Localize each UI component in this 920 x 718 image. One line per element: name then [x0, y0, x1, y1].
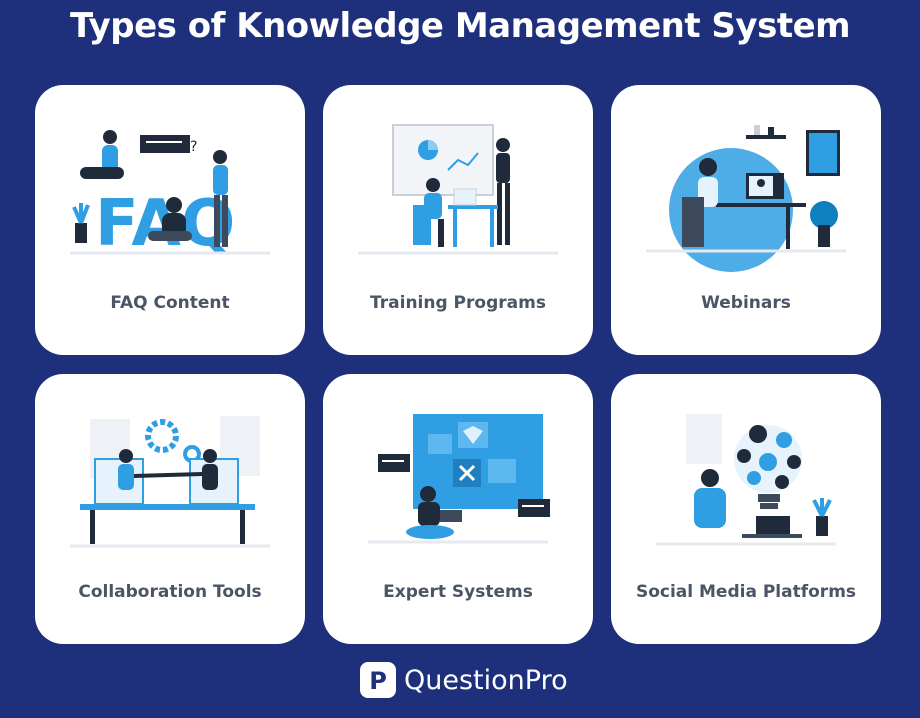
svg-text:P: P — [369, 667, 387, 695]
card-faq-content: FAQ ? FAQ Content — [35, 85, 305, 355]
card-social-media-platforms: Social Media Platforms — [611, 374, 881, 644]
social-media-illustration — [656, 414, 836, 546]
card-collaboration-tools: Collaboration Tools — [35, 374, 305, 644]
webinar-illustration — [646, 125, 846, 272]
footer-brand: P QuestionPro — [360, 660, 568, 700]
questionpro-logo: P — [360, 662, 396, 698]
card-label: FAQ Content — [110, 293, 230, 313]
collaboration-illustration — [70, 416, 270, 548]
card-label: Expert Systems — [383, 582, 533, 602]
card-label: Training Programs — [370, 293, 546, 313]
card-webinars: Webinars — [611, 85, 881, 355]
page-title: Types of Knowledge Management System — [69, 6, 851, 46]
card-label: Webinars — [701, 293, 791, 313]
card-label: Collaboration Tools — [78, 582, 262, 602]
svg-text:?: ? — [190, 139, 197, 155]
expert-systems-illustration — [368, 414, 550, 544]
card-training-programs: Training Programs — [323, 85, 593, 355]
training-illustration — [358, 124, 558, 255]
card-expert-systems: Expert Systems — [323, 374, 593, 644]
card-label: Social Media Platforms — [635, 582, 857, 602]
faq-illustration: FAQ ? — [70, 130, 270, 261]
brand-name: QuestionPro — [404, 664, 568, 696]
